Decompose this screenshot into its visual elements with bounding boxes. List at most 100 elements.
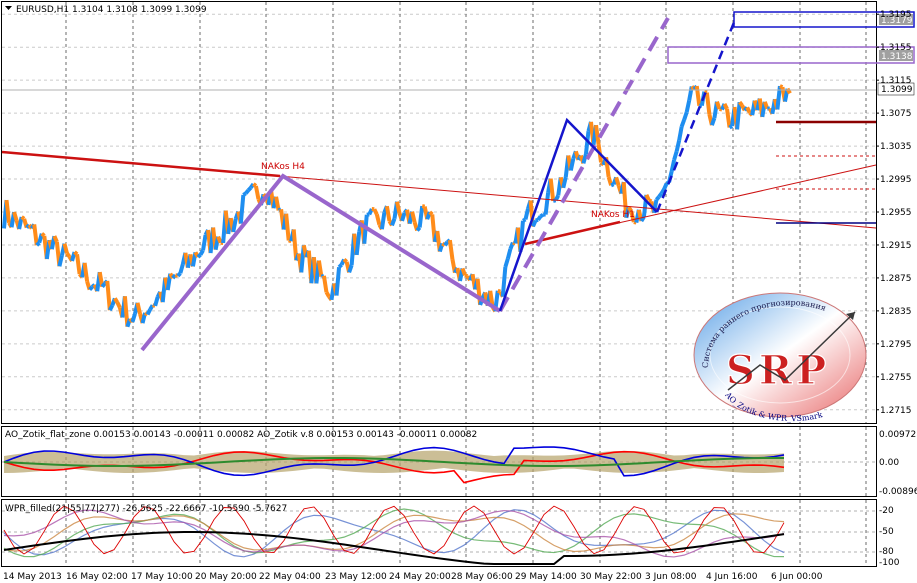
wpr-pane[interactable] (1, 499, 877, 567)
bear-bar (20, 215, 26, 221)
time-tick-label: 28 May 06:00 (451, 572, 513, 582)
ao-pane[interactable] (1, 426, 877, 497)
bear-bar (274, 196, 281, 211)
bull-bar (100, 282, 107, 288)
time-tick-label: 6 Jun 00:00 (771, 572, 823, 582)
bear-bar (113, 297, 120, 304)
bull-bar (657, 192, 664, 198)
bear-bar (342, 257, 348, 264)
bull-bar (674, 139, 682, 152)
bear-bar (644, 194, 651, 202)
bull-bar (88, 285, 94, 291)
bear-bar (105, 280, 112, 311)
time-tick-label: 24 May 20:00 (389, 572, 451, 582)
price-tick-label: 1.2995 (880, 175, 912, 185)
upper-level-tag (879, 14, 913, 25)
collapse-arrow-icon[interactable] (5, 6, 12, 10)
bear-bar (82, 262, 90, 282)
bear-bar (703, 89, 708, 95)
upper-level-price: 1.3179 (881, 16, 913, 26)
bear-bar (762, 101, 770, 110)
bull-bar (238, 194, 246, 224)
bear-bar (75, 254, 82, 275)
time-tick-label: 23 May 12:00 (325, 572, 387, 582)
bull-bar (535, 217, 539, 223)
logo-arrowhead-icon (846, 312, 855, 320)
ao-axis-top: 0.00972 (879, 430, 916, 440)
time-tick-label: 4 Jun 16:00 (706, 572, 758, 582)
bear-bar (738, 100, 744, 107)
price-tick-label: 1.2835 (880, 307, 912, 317)
bull-bar (659, 188, 666, 195)
bull-bar (684, 99, 692, 113)
bull-bar (503, 258, 510, 268)
bear-bar (115, 301, 122, 309)
price-series (2, 84, 792, 328)
bull-bar (148, 304, 155, 311)
bear-bar (460, 267, 467, 276)
bear-bar (441, 241, 447, 247)
bull-bar (710, 117, 717, 126)
bull-bar (522, 217, 527, 223)
time-tick-label: 30 May 22:00 (580, 572, 642, 582)
ao-indicator-plot (2, 446, 876, 484)
bear-bar (62, 243, 69, 254)
price-tick-label: 1.3075 (880, 109, 912, 119)
price-tick-label: 1.3035 (880, 142, 912, 152)
bull-bar (130, 313, 137, 323)
lower-level-box[interactable] (667, 46, 915, 64)
bull-bar (354, 231, 362, 256)
bear-bar (722, 102, 729, 110)
h4-projection-dashed (498, 17, 670, 312)
bull-bar (508, 241, 515, 250)
bull-bar (176, 271, 182, 278)
bear-bar (447, 239, 455, 260)
bear-bar (316, 260, 324, 278)
bear-bar (135, 302, 142, 315)
price-tick-label: 1.3195 (880, 10, 912, 20)
lower-level-price: 1.3138 (881, 52, 913, 62)
ao-axis-zero: 0.00 (879, 458, 899, 468)
bear-bar (321, 275, 329, 293)
bear-bar (374, 213, 382, 226)
bull-bar (679, 119, 687, 128)
bear-bar (324, 291, 331, 298)
time-tick-label: 22 May 04:00 (259, 572, 321, 582)
bull-bar (201, 234, 208, 251)
bear-bar (395, 201, 402, 214)
upper-level-box[interactable] (733, 11, 915, 28)
ao-indicator-label: AO_Zotik_flat_zone 0.00153 0.00143 -0.00… (5, 430, 477, 440)
time-tick-label: 14 May 2013 (3, 572, 62, 582)
bear-bar (464, 273, 469, 279)
price-tick-label: 1.2755 (880, 373, 912, 383)
h4-trend-line-bold (1, 150, 281, 178)
bear-bar (284, 213, 291, 241)
wpr-axis-80: -80 (879, 547, 894, 557)
bull-bar (334, 266, 342, 296)
wpr-fast-line (3, 505, 785, 555)
bull-bar (417, 205, 425, 228)
ao-green-line (3, 456, 785, 468)
price-tick-label: 1.2795 (880, 340, 912, 350)
current-price-tag (877, 82, 915, 96)
bull-bar (536, 215, 543, 221)
bull-bar (669, 159, 677, 173)
grid-lines (2, 2, 876, 566)
bear-bar (497, 288, 501, 294)
bear-bar (372, 208, 379, 216)
h1-projection-dashed (655, 19, 737, 213)
bear-bar (614, 176, 621, 187)
wpr-indicator-plot (2, 505, 876, 565)
price-tick-label: 1.3115 (880, 76, 912, 86)
time-tick-label: 20 May 20:00 (195, 572, 257, 582)
bear-bar (152, 303, 156, 308)
bull-bar (153, 296, 160, 307)
bull-bar (246, 186, 253, 192)
bull-bar (505, 248, 513, 260)
bull-bar (367, 208, 374, 216)
bull-bar (400, 212, 407, 222)
bull-bar (198, 249, 205, 256)
time-tick-label: 16 May 02:00 (66, 572, 128, 582)
bull-bar (561, 176, 568, 189)
bear-bar (704, 92, 712, 115)
